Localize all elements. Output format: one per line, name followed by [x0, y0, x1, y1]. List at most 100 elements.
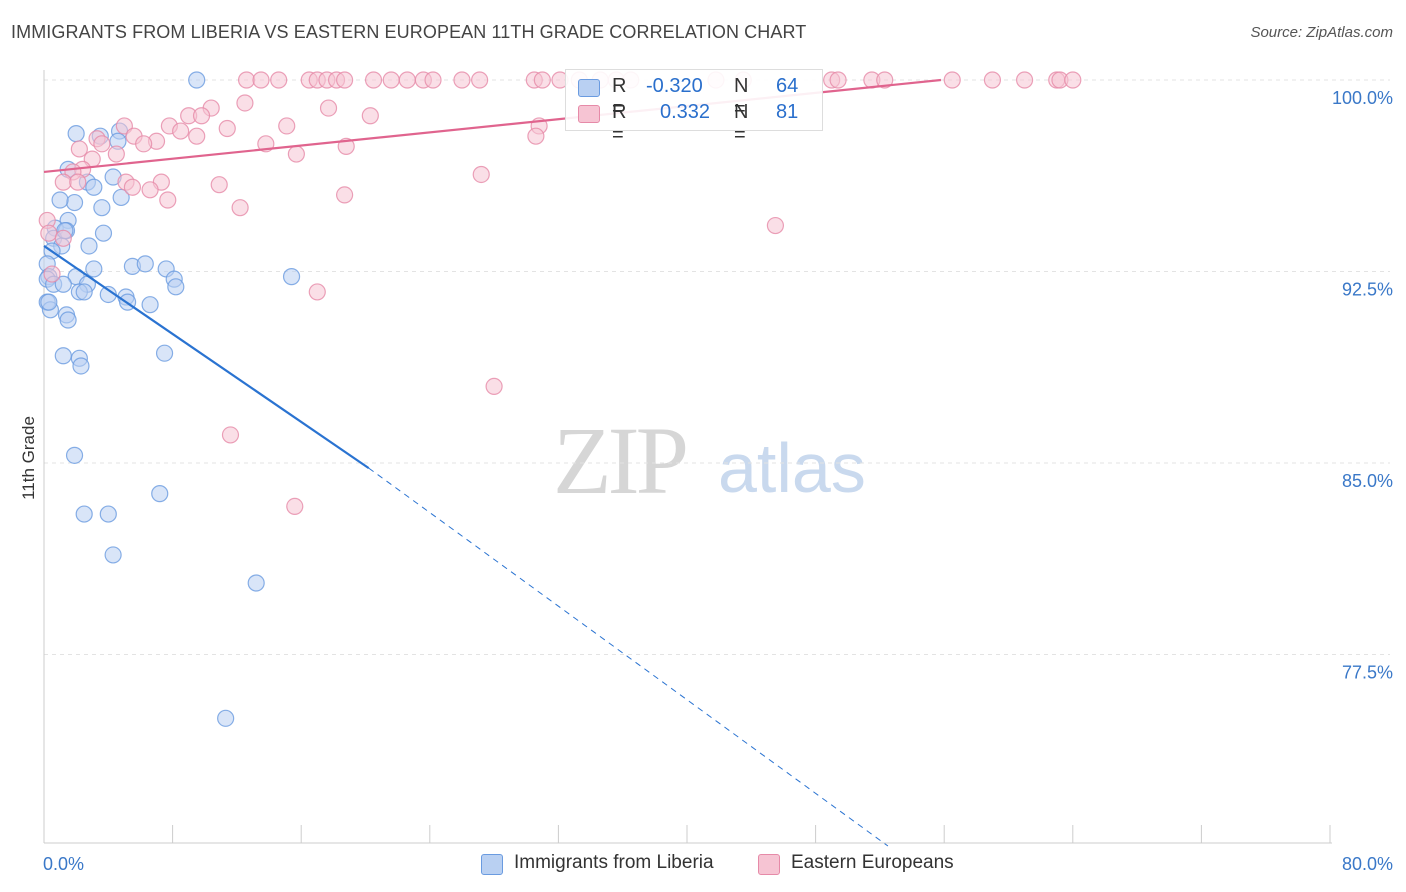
data-point — [85, 260, 103, 278]
data-point — [123, 178, 142, 196]
data-point — [112, 188, 130, 207]
data-point — [286, 497, 304, 516]
y-axis-label: 11th Grade — [19, 416, 38, 500]
data-point — [70, 140, 88, 158]
legend-r-value: 0.332 — [660, 101, 711, 123]
data-point — [471, 71, 489, 89]
data-point — [94, 224, 113, 242]
correlation-legend: R = -0.320 N = 64 R = 0.332 N = 81 — [565, 69, 823, 146]
data-point — [75, 505, 93, 523]
data-point — [1015, 71, 1034, 89]
data-point — [136, 255, 154, 273]
data-point — [65, 446, 84, 464]
data-point — [282, 268, 301, 286]
data-point — [829, 71, 847, 89]
data-point — [40, 224, 58, 242]
data-point — [364, 71, 383, 89]
data-point — [192, 107, 211, 125]
data-point — [141, 181, 159, 199]
data-point — [247, 574, 265, 592]
bottom-legend-swatch-pink — [758, 854, 780, 875]
data-point — [65, 193, 84, 212]
data-point — [237, 71, 256, 89]
legend-n-value: 81 — [776, 101, 799, 123]
data-point — [485, 377, 503, 395]
y-tick-label: 77.5% — [1342, 663, 1393, 683]
data-point — [398, 71, 416, 89]
data-point — [151, 485, 169, 503]
data-point — [155, 344, 174, 362]
data-point — [308, 283, 326, 301]
data-point — [766, 216, 785, 235]
data-point — [382, 71, 400, 89]
trend-line-liberia-extrapolated — [368, 467, 889, 847]
data-point — [85, 178, 103, 196]
data-point — [472, 165, 490, 184]
legend-n-label: N = — [734, 75, 749, 120]
data-point — [67, 125, 85, 143]
data-point — [80, 237, 98, 255]
legend-swatch-blue — [578, 79, 600, 97]
data-point — [319, 99, 338, 117]
data-point — [287, 145, 305, 163]
data-point — [278, 117, 296, 135]
data-point — [59, 311, 77, 329]
data-point — [54, 347, 72, 365]
data-point — [159, 191, 177, 209]
x-tick-label: 80.0% — [1342, 854, 1393, 874]
data-point — [167, 278, 185, 296]
data-point — [188, 127, 206, 145]
legend-swatch-pink — [578, 105, 600, 123]
data-point — [54, 229, 72, 247]
data-point — [40, 293, 58, 311]
series-liberia — [38, 71, 301, 727]
y-tick-label: 92.5% — [1342, 280, 1393, 300]
data-point — [218, 119, 236, 138]
data-point — [69, 173, 87, 191]
chart-title: IMMIGRANTS FROM LIBERIA VS EASTERN EUROP… — [11, 22, 807, 42]
data-point — [236, 94, 254, 112]
x-tick-label: 0.0% — [43, 854, 84, 874]
data-point — [424, 71, 442, 89]
data-point — [943, 71, 961, 89]
data-point — [99, 505, 117, 523]
data-point — [93, 199, 111, 217]
data-point — [252, 71, 270, 89]
y-tick-label: 85.0% — [1342, 471, 1393, 491]
data-point — [43, 265, 61, 283]
data-point — [270, 71, 288, 89]
data-point — [188, 71, 206, 89]
data-point — [54, 173, 72, 191]
bottom-legend-swatch-blue — [481, 854, 503, 875]
legend-r-label: R = — [612, 75, 627, 120]
data-point — [527, 127, 545, 145]
trend-line-liberia — [43, 245, 370, 470]
data-point — [210, 176, 228, 194]
data-point — [172, 122, 190, 140]
data-point — [75, 283, 93, 301]
legend-n-value: 64 — [776, 75, 799, 97]
data-point — [533, 71, 551, 89]
data-point — [141, 296, 159, 314]
y-tick-label: 100.0% — [1332, 88, 1393, 108]
data-point — [231, 199, 249, 217]
bottom-legend-label: Eastern Europeans — [791, 852, 954, 873]
data-point — [72, 357, 90, 375]
watermark-zip: ZIP — [553, 407, 689, 514]
data-point — [107, 145, 125, 163]
legend-r-value: -0.320 — [646, 75, 703, 97]
legend-r-label: R = — [612, 101, 627, 146]
watermark-atlas: atlas — [718, 429, 866, 507]
data-point — [221, 426, 240, 444]
data-point — [54, 275, 72, 293]
legend-n-label: N = — [734, 101, 749, 146]
data-point — [453, 71, 471, 89]
data-point — [217, 709, 235, 727]
data-point — [1064, 71, 1082, 89]
bottom-legend-label: Immigrants from Liberia — [514, 852, 714, 873]
data-point — [983, 71, 1002, 89]
series-eastern-europeans — [38, 71, 1082, 516]
data-point — [51, 191, 69, 209]
data-point — [135, 135, 153, 153]
